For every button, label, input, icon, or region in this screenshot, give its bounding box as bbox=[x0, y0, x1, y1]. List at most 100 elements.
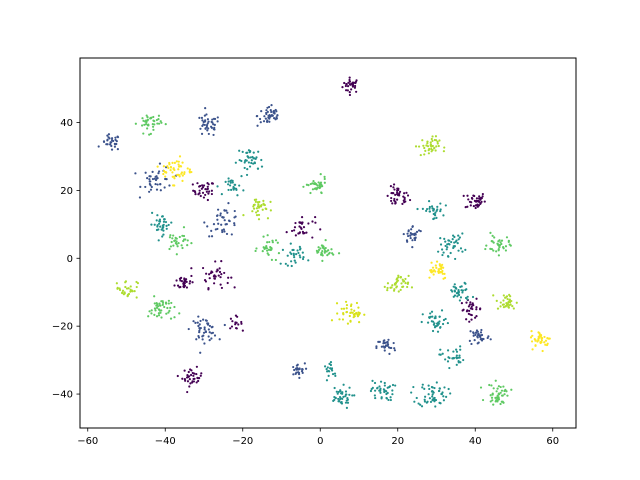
scatter-point bbox=[383, 381, 386, 385]
scatter-point bbox=[216, 116, 219, 119]
scatter-point bbox=[303, 232, 306, 235]
scatter-point bbox=[151, 211, 154, 214]
scatter-point bbox=[409, 236, 412, 240]
scatter-point bbox=[218, 270, 222, 274]
scatter-point bbox=[180, 276, 183, 279]
scatter-point bbox=[332, 253, 335, 256]
scatter-point bbox=[253, 203, 256, 206]
scatter-point bbox=[186, 390, 189, 394]
scatter-point bbox=[170, 301, 173, 305]
scatter-point bbox=[185, 280, 188, 283]
scatter-point bbox=[150, 223, 153, 226]
scatter-point bbox=[147, 315, 150, 318]
scatter-point bbox=[438, 353, 441, 356]
y-tick-label: −20 bbox=[52, 322, 73, 333]
scatter-point bbox=[312, 180, 315, 183]
scatter-point bbox=[394, 193, 397, 196]
scatter-point bbox=[220, 273, 223, 276]
scatter-point bbox=[206, 185, 209, 188]
scatter-point bbox=[286, 264, 289, 267]
scatter-point bbox=[223, 271, 226, 275]
scatter-point bbox=[234, 183, 237, 186]
scatter-point bbox=[484, 247, 487, 251]
scatter-point bbox=[206, 118, 210, 121]
x-tick-label: −60 bbox=[77, 436, 98, 447]
scatter-point bbox=[225, 223, 228, 226]
scatter-points bbox=[97, 76, 551, 409]
scatter-point bbox=[155, 302, 158, 305]
scatter-point bbox=[317, 181, 320, 184]
scatter-point bbox=[541, 349, 544, 353]
scatter-point bbox=[419, 153, 422, 157]
scatter-point bbox=[461, 291, 464, 294]
scatter-point bbox=[129, 288, 132, 291]
scatter-point bbox=[339, 389, 342, 392]
scatter-point bbox=[475, 315, 478, 318]
scatter-point bbox=[197, 379, 200, 383]
scatter-point bbox=[199, 194, 202, 198]
scatter-point bbox=[428, 316, 431, 319]
scatter-point bbox=[185, 376, 189, 379]
scatter-point bbox=[134, 122, 137, 125]
scatter-point bbox=[173, 316, 176, 319]
scatter-point bbox=[423, 146, 426, 150]
scatter-point bbox=[354, 81, 357, 85]
scatter-point bbox=[320, 252, 323, 255]
scatter-point bbox=[427, 149, 430, 152]
scatter-point bbox=[286, 254, 289, 257]
scatter-point bbox=[234, 215, 237, 218]
scatter-point bbox=[193, 372, 196, 375]
scatter-point bbox=[210, 235, 214, 238]
scatter-point bbox=[356, 315, 360, 318]
scatter-point bbox=[405, 191, 408, 194]
scatter-point bbox=[298, 245, 301, 248]
scatter-point bbox=[155, 118, 158, 122]
scatter-point bbox=[109, 141, 112, 144]
scatter-point bbox=[531, 334, 534, 337]
scatter-point bbox=[494, 396, 497, 399]
scatter-point bbox=[371, 386, 374, 389]
scatter-point bbox=[199, 351, 202, 354]
scatter-point bbox=[363, 313, 366, 316]
scatter-point bbox=[219, 212, 222, 215]
scatter-point bbox=[231, 181, 234, 184]
scatter-point bbox=[402, 195, 405, 198]
scatter-point bbox=[441, 352, 444, 355]
scatter-point bbox=[124, 285, 127, 289]
scatter-point bbox=[469, 204, 472, 207]
scatter-point bbox=[173, 239, 177, 242]
scatter-point bbox=[264, 246, 267, 249]
scatter-point bbox=[210, 189, 213, 192]
scatter-point bbox=[387, 398, 390, 402]
scatter-point bbox=[162, 229, 165, 232]
scatter-point bbox=[208, 324, 212, 328]
scatter-point bbox=[207, 192, 210, 195]
scatter-point bbox=[346, 401, 350, 404]
scatter-point bbox=[302, 255, 305, 259]
scatter-point bbox=[323, 177, 326, 181]
scatter-point bbox=[153, 307, 157, 310]
scatter-point bbox=[290, 229, 294, 233]
scatter-point bbox=[201, 338, 204, 341]
scatter-point bbox=[472, 332, 475, 335]
scatter-point bbox=[234, 321, 237, 324]
scatter-point bbox=[432, 273, 435, 276]
scatter-point bbox=[431, 139, 434, 143]
scatter-point bbox=[391, 393, 394, 396]
scatter-point bbox=[320, 183, 323, 186]
scatter-point bbox=[229, 181, 232, 184]
scatter-point bbox=[204, 127, 207, 130]
scatter-point bbox=[268, 120, 271, 123]
scatter-point bbox=[494, 379, 497, 382]
scatter-point bbox=[213, 126, 216, 129]
scatter-point bbox=[455, 354, 458, 357]
scatter-point bbox=[437, 144, 440, 148]
scatter-point bbox=[262, 199, 265, 202]
scatter-point bbox=[314, 221, 317, 224]
scatter-point bbox=[439, 325, 442, 329]
scatter-point bbox=[166, 306, 169, 310]
scatter-point bbox=[345, 82, 348, 86]
scatter-point bbox=[150, 312, 153, 315]
scatter-point bbox=[481, 398, 485, 402]
